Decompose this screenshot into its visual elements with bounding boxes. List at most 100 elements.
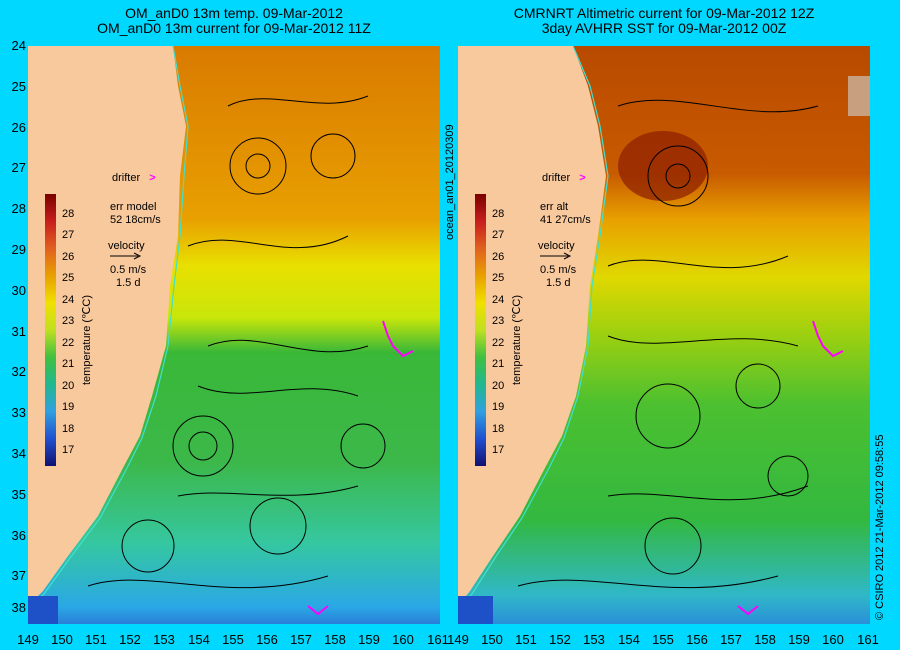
left-lon-tick: 155 (222, 632, 244, 647)
left-lon-tick: 160 (392, 632, 414, 647)
right-map-svg (458, 46, 870, 624)
right-velocity-scale: 0.5 m/s (540, 264, 577, 276)
colorbar-tick: 22 (492, 337, 505, 349)
left-lon-tick: 151 (85, 632, 107, 647)
right-drifter-tracks (737, 320, 844, 616)
left-drifter-label: drifter > (112, 172, 156, 184)
right-lon-tick: 150 (481, 632, 503, 647)
right-lon-tick: 160 (822, 632, 844, 647)
left-lat-tick: 36 (11, 528, 26, 543)
colorbar-tick: 17 (62, 444, 75, 456)
left-lat-tick: 31 (11, 324, 26, 339)
right-current-vectors (517, 99, 819, 589)
colorbar-tick: 21 (62, 358, 75, 370)
colorbar-tick: 24 (62, 294, 75, 306)
right-map-panel (458, 46, 870, 624)
colorbar-tick: 25 (62, 272, 75, 284)
left-lat-tick: 37 (11, 568, 26, 583)
right-coastline (458, 46, 609, 609)
left-deep-water (28, 596, 58, 624)
left-lon-tick: 157 (290, 632, 312, 647)
left-lon-tick: 150 (51, 632, 73, 647)
right-err-value: 41 27cm/s (540, 214, 591, 226)
colorbar-tick: 24 (492, 294, 505, 306)
right-lon-tick: 152 (549, 632, 571, 647)
right-velocity-arrow-icon (540, 252, 572, 260)
left-velocity-arrow-icon (110, 252, 142, 260)
right-lon-tick: 157 (720, 632, 742, 647)
right-title-line2: 3day AVHRR SST for 09-Mar-2012 00Z (541, 20, 787, 36)
left-lat-tick: 30 (11, 283, 26, 298)
left-lon-tick: 152 (119, 632, 141, 647)
right-lon-tick: 154 (618, 632, 640, 647)
credit-label: © CSIRO 2012 21-Mar-2012 09:58:55 (874, 434, 886, 620)
left-land (28, 46, 186, 606)
right-lon-tick: 159 (788, 632, 810, 647)
right-lon-tick: 161 (857, 632, 879, 647)
left-lat-tick: 38 (11, 600, 26, 615)
left-velocity-days: 1.5 d (116, 277, 141, 289)
left-lat-tick: 24 (11, 38, 26, 53)
left-lat-tick: 25 (11, 79, 26, 94)
colorbar-tick: 19 (62, 401, 75, 413)
colorbar-tick: 22 (62, 337, 75, 349)
left-lon-tick: 154 (188, 632, 210, 647)
colorbar-tick: 23 (62, 315, 75, 327)
right-land (458, 46, 606, 606)
right-warm-eddy (618, 131, 708, 201)
right-lon-tick: 149 (447, 632, 469, 647)
colorbar-tick: 23 (492, 315, 505, 327)
left-title-line2: OM_anD0 13m current for 09-Mar-2012 11Z (97, 20, 371, 36)
colorbar-tick: 26 (62, 251, 75, 263)
colorbar-tick: 20 (492, 380, 505, 392)
left-velocity-label: velocity (108, 240, 145, 252)
left-lon-tick: 149 (17, 632, 39, 647)
drifter-arrow-icon: > (579, 172, 586, 184)
left-lat-tick: 32 (11, 364, 26, 379)
colorbar-tick: 27 (492, 229, 505, 241)
right-title-line1: CMRNRT Altimetric current for 09-Mar-201… (513, 5, 815, 21)
left-err-label: err model (110, 201, 157, 213)
right-drifter-label: drifter > (542, 172, 586, 184)
right-lon-tick: 156 (686, 632, 708, 647)
left-lat-tick: 33 (11, 405, 26, 420)
left-colorbar (45, 194, 56, 466)
right-cloud-mask (848, 76, 870, 116)
colorbar-tick: 26 (492, 251, 505, 263)
left-map-svg (28, 46, 440, 624)
left-map-panel (28, 46, 440, 624)
left-lon-tick: 156 (256, 632, 278, 647)
left-drifter-tracks (307, 320, 414, 616)
right-lon-tick: 155 (652, 632, 674, 647)
right-colorbar-title: temperature (℃C) (511, 295, 523, 385)
drifter-arrow-icon: > (149, 172, 156, 184)
right-lon-tick: 151 (515, 632, 537, 647)
left-panel-title: OM_anD0 13m temp. 09-Mar-2012 OM_anD0 13… (28, 6, 440, 36)
left-lon-tick: 158 (324, 632, 346, 647)
right-colorbar (475, 194, 486, 466)
left-velocity-scale: 0.5 m/s (110, 264, 147, 276)
left-lat-tick: 26 (11, 120, 26, 135)
left-coastline (28, 46, 189, 609)
colorbar-tick: 21 (492, 358, 505, 370)
right-panel-title: CMRNRT Altimetric current for 09-Mar-201… (458, 6, 870, 36)
colorbar-tick: 28 (62, 208, 75, 220)
left-title-line1: OM_anD0 13m temp. 09-Mar-2012 (125, 5, 343, 21)
colorbar-tick: 17 (492, 444, 505, 456)
colorbar-tick: 18 (62, 423, 75, 435)
colorbar-tick: 19 (492, 401, 505, 413)
right-velocity-label: velocity (538, 240, 575, 252)
left-lat-tick: 28 (11, 201, 26, 216)
colorbar-tick: 25 (492, 272, 505, 284)
left-err-value: 52 18cm/s (110, 214, 161, 226)
right-lon-tick: 153 (583, 632, 605, 647)
left-lat-tick: 35 (11, 487, 26, 502)
left-lat-tick: 27 (11, 160, 26, 175)
left-current-vectors (87, 95, 386, 589)
run-id-label: ocean_an01_20120309 (444, 124, 456, 240)
left-lon-tick: 153 (153, 632, 175, 647)
colorbar-tick: 20 (62, 380, 75, 392)
left-lon-tick: 159 (358, 632, 380, 647)
left-lon-tick: 161 (427, 632, 449, 647)
left-lat-tick: 34 (11, 446, 26, 461)
